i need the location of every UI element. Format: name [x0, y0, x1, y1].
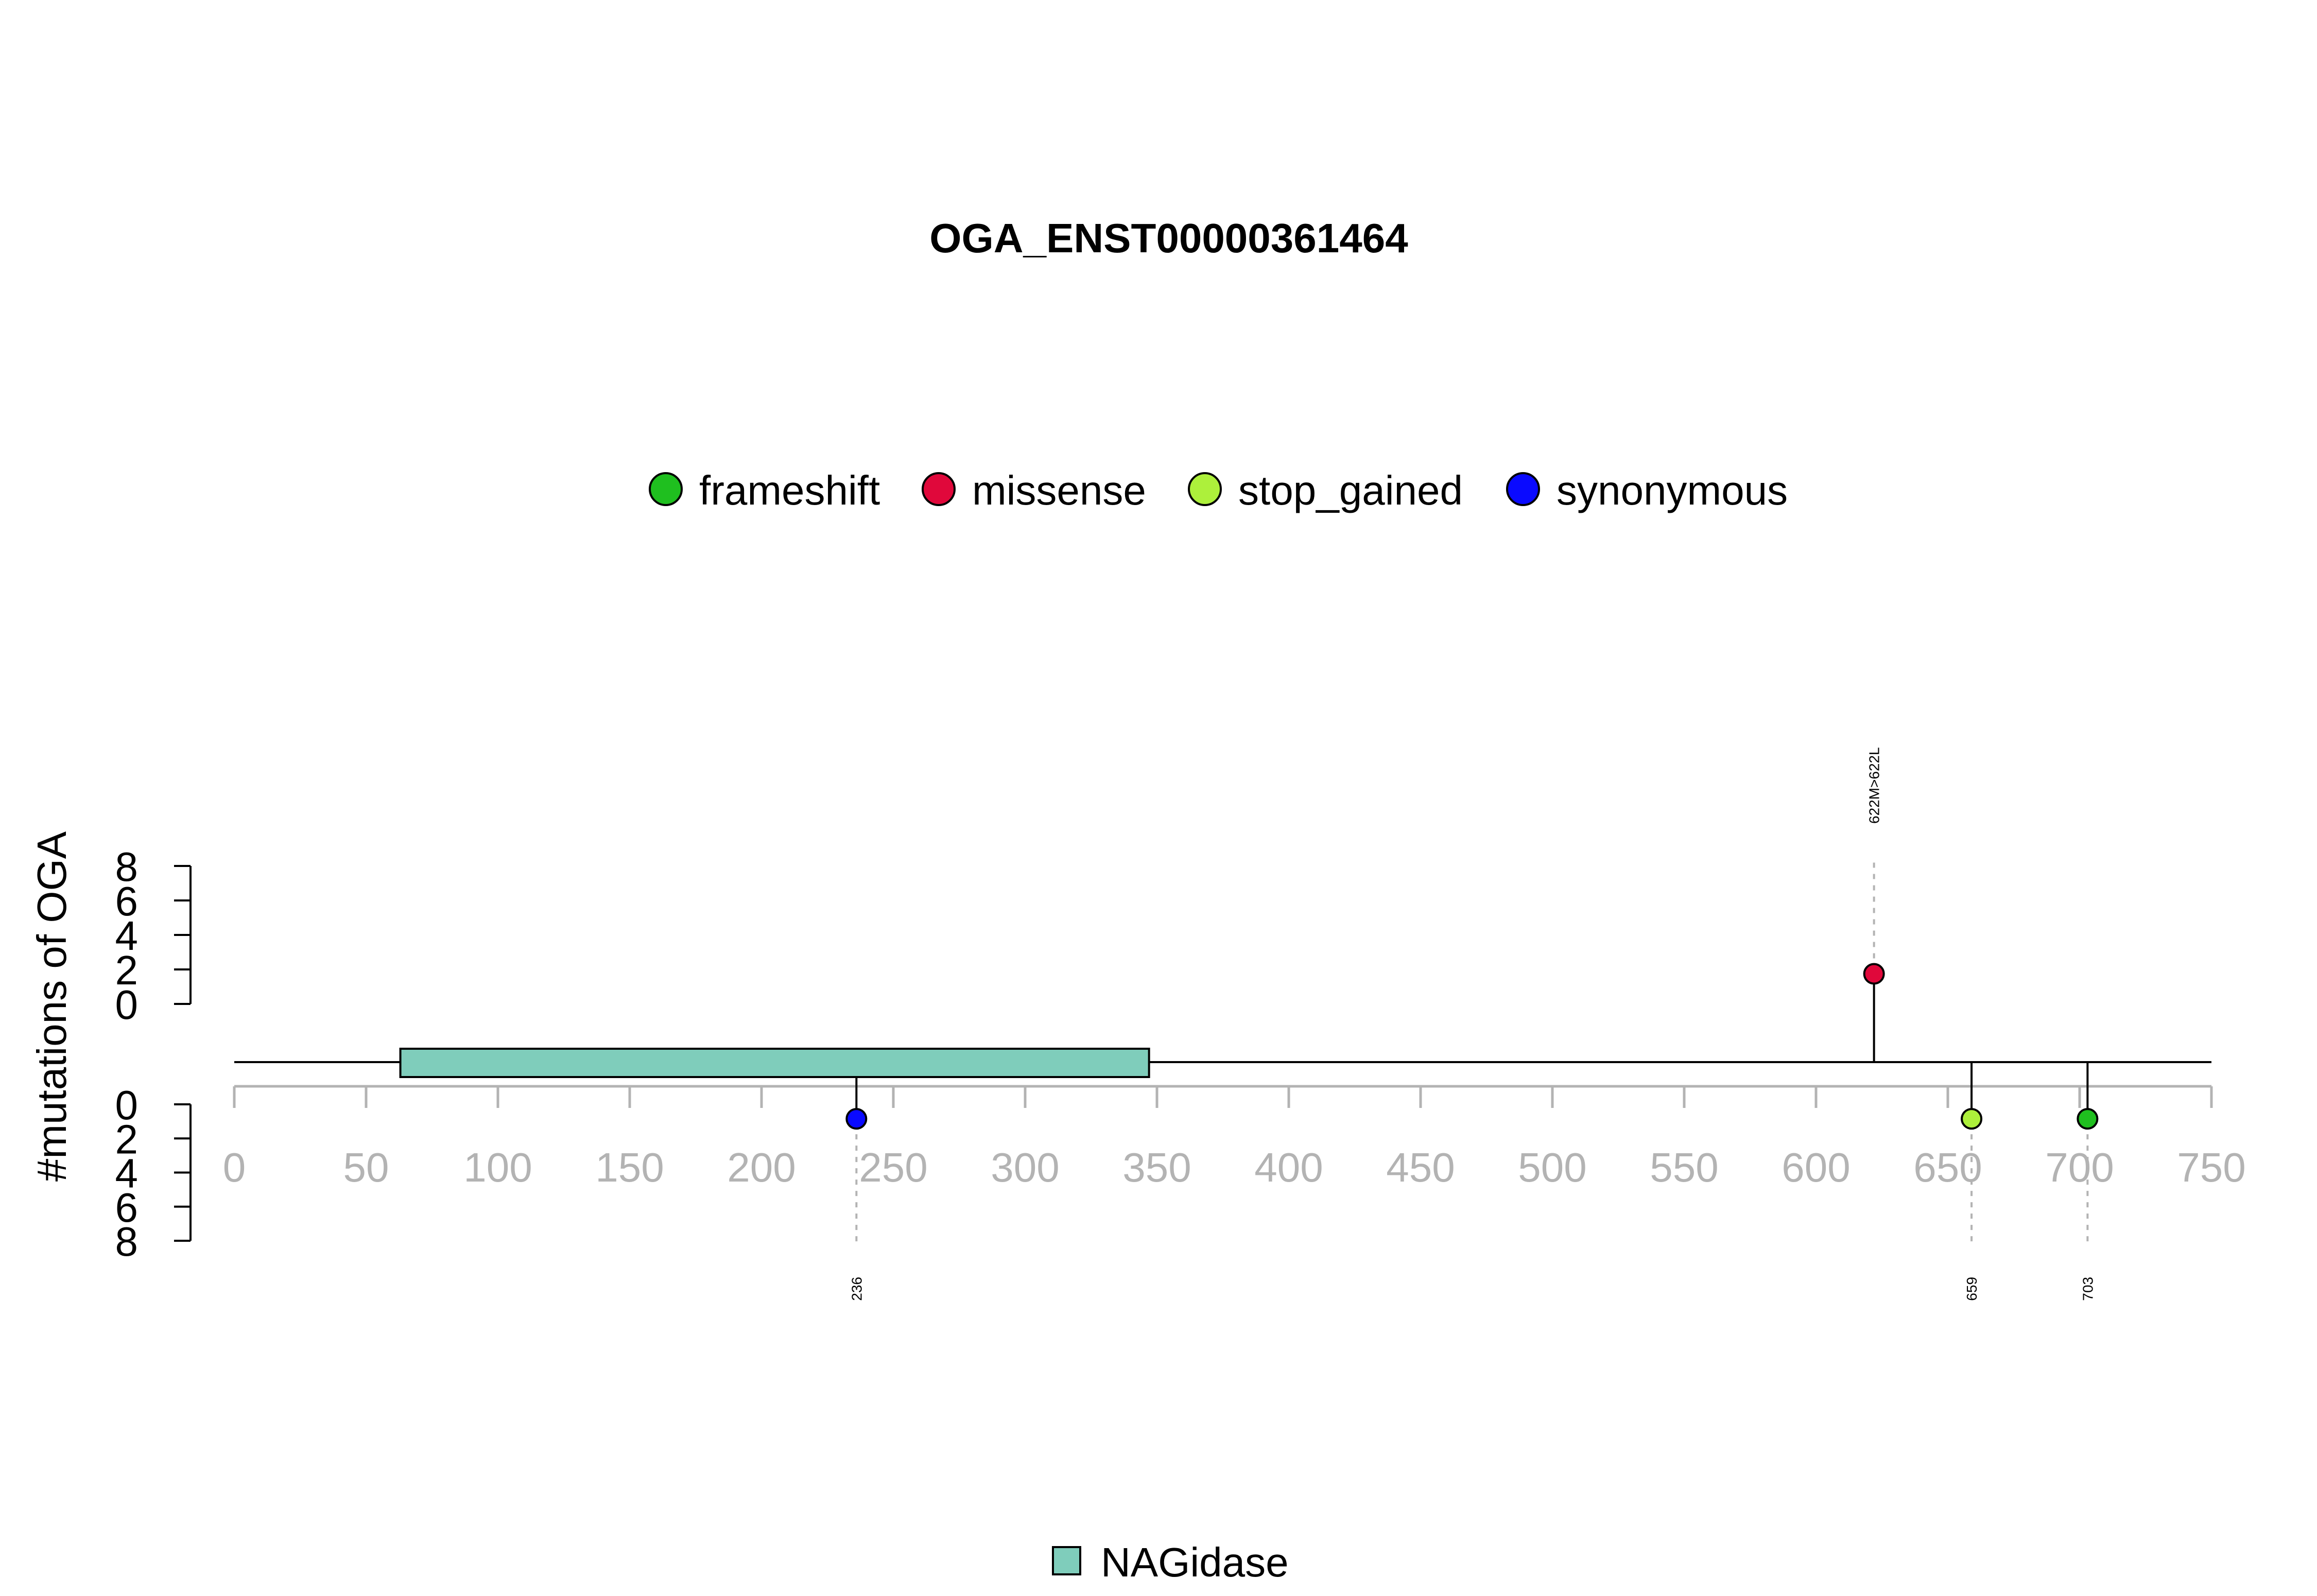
x-tick-label-200: 200	[727, 1144, 796, 1190]
x-tick-label-500: 500	[1518, 1144, 1586, 1190]
y-tick-label-top-8: 8	[115, 844, 139, 890]
y-tick-label-bottom-0: 0	[115, 1082, 139, 1128]
mutation-type-legend: frameshift missense stop_gained synonymous	[649, 467, 1788, 513]
y-tick-label-top-0: 0	[115, 982, 139, 1028]
x-tick-label-50: 50	[343, 1144, 389, 1190]
x-axis: 0 50 100 150 200 250 300 350 400 450 500 550 600 650 7…	[223, 1085, 2246, 1190]
y-tick-label-bottom-4: 4	[115, 1151, 139, 1196]
mutation-heads	[845, 963, 2099, 1130]
domain-box-NAGidase	[399, 1048, 1150, 1078]
legend-label-stop_gained: stop_gained	[1238, 467, 1463, 513]
mutation-label-622: 622M>622L	[1866, 747, 1882, 824]
domain-legend: NAGidase	[1052, 1539, 1289, 1585]
legend-marker-missense	[922, 472, 956, 506]
y-axis-label: #mutations of OGA	[29, 831, 75, 1182]
mutation-head-236	[845, 1108, 868, 1130]
x-tick-label-300: 300	[991, 1144, 1059, 1190]
x-tick-label-250: 250	[859, 1144, 927, 1190]
x-tick-label-400: 400	[1254, 1144, 1323, 1190]
mutation-label-236: 236	[849, 1277, 864, 1301]
x-tick-label-700: 700	[2045, 1144, 2114, 1190]
mutation-label-703: 703	[2080, 1277, 2096, 1301]
legend-label-synonymous: synonymous	[1557, 467, 1788, 513]
x-tick-label-550: 550	[1650, 1144, 1718, 1190]
legend-label-frameshift: frameshift	[699, 467, 880, 513]
mutation-head-622	[1863, 963, 1885, 985]
y-tick-label-top-6: 6	[115, 878, 139, 924]
mutation-head-659	[1961, 1108, 1983, 1130]
domain-legend-label-NAGidase: NAGidase	[1101, 1539, 1289, 1585]
legend-marker-stop_gained	[1188, 472, 1222, 506]
chart-title: OGA_ENST00000361464	[929, 215, 1408, 261]
x-tick-label-100: 100	[463, 1144, 532, 1190]
mutation-label-659: 659	[1964, 1277, 1980, 1301]
x-tick-label-750: 750	[2177, 1144, 2245, 1190]
y-tick-label-bottom-2: 2	[115, 1116, 139, 1162]
y-tick-label-top-2: 2	[115, 947, 139, 993]
x-tick-label-600: 600	[1782, 1144, 1850, 1190]
domain-boxes	[399, 1048, 1150, 1078]
y-tick-label-bottom-8: 8	[115, 1219, 139, 1264]
x-tick-label-350: 350	[1122, 1144, 1191, 1190]
mutation-lollipops: 622M>622L 236 659 703	[849, 747, 2096, 1300]
legend-marker-synonymous	[1506, 472, 1540, 506]
legend-marker-frameshift	[649, 472, 683, 506]
domain-legend-swatch-NAGidase	[1052, 1546, 1081, 1575]
mutation-head-703	[2077, 1108, 2099, 1130]
x-tick-label-150: 150	[595, 1144, 664, 1190]
y-tick-label-top-4: 4	[115, 913, 139, 959]
x-tick-label-0: 0	[223, 1144, 246, 1190]
x-tick-label-450: 450	[1386, 1144, 1455, 1190]
y-tick-label-bottom-6: 6	[115, 1185, 139, 1230]
legend-label-missense: missense	[972, 467, 1146, 513]
